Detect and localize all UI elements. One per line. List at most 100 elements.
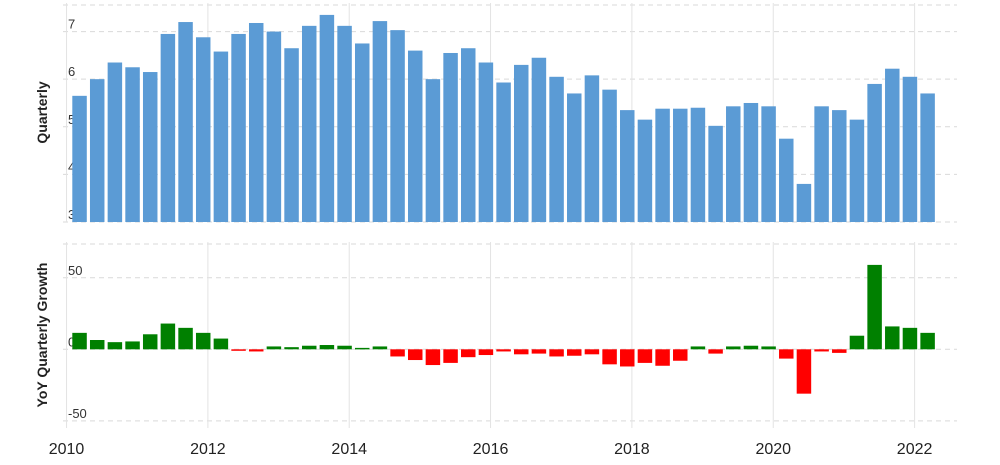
panel1-bar bbox=[849, 119, 865, 222]
panel1-bar bbox=[443, 52, 458, 222]
panel1-ytick-label: 3 bbox=[68, 207, 75, 222]
panel1-bar bbox=[690, 107, 706, 222]
panel1-bar bbox=[319, 14, 335, 222]
panel1-bar bbox=[761, 106, 776, 222]
panel1-bar bbox=[266, 31, 282, 223]
panel2-bar bbox=[726, 346, 741, 350]
panel1-bar bbox=[673, 108, 688, 222]
panel2-bar bbox=[531, 349, 547, 354]
x-tick-label: 2020 bbox=[755, 441, 791, 458]
panel2-bar bbox=[620, 349, 635, 367]
panel1-bar bbox=[920, 93, 935, 223]
panel1-bar bbox=[160, 33, 176, 223]
panel2-bar bbox=[407, 349, 423, 361]
panel2-bar bbox=[673, 349, 688, 361]
panel2-bar bbox=[584, 349, 600, 355]
panel1-bar bbox=[567, 93, 582, 223]
x-tick-label: 2022 bbox=[897, 441, 933, 458]
panel2-bar bbox=[743, 345, 759, 350]
panel1-bar bbox=[195, 37, 211, 222]
panel2-bar bbox=[478, 349, 494, 356]
panel2-bar bbox=[160, 323, 176, 350]
panel2-bar bbox=[72, 332, 87, 350]
panel1-bar bbox=[337, 25, 352, 223]
panel2-bar bbox=[425, 349, 441, 366]
panel1-bar bbox=[637, 119, 653, 222]
panel2-bar bbox=[514, 349, 529, 355]
panel1-bar bbox=[461, 48, 476, 223]
panel2-bar bbox=[231, 349, 246, 351]
panel1-bar bbox=[620, 110, 635, 222]
panel2-bar bbox=[690, 346, 706, 350]
panel2-bar bbox=[213, 338, 229, 350]
panel1-bar bbox=[89, 79, 105, 222]
panel2-bar bbox=[814, 349, 829, 352]
panel2-bar bbox=[602, 349, 617, 365]
panel1-ytick-label: 6 bbox=[68, 64, 75, 79]
panel1-bar bbox=[496, 82, 511, 222]
panel2-bar bbox=[885, 326, 900, 350]
panel2-bar bbox=[867, 264, 882, 350]
panel1-bar bbox=[584, 75, 600, 222]
panel2-bar bbox=[284, 347, 299, 350]
panel2-ytick-label: 0 bbox=[68, 334, 75, 349]
panel2-bar bbox=[266, 346, 282, 350]
x-tick-label: 2012 bbox=[190, 441, 226, 458]
panel1-bar bbox=[354, 43, 370, 222]
panel2-bar bbox=[496, 349, 511, 352]
panel1-bar bbox=[390, 30, 405, 222]
panel1-bar bbox=[531, 57, 547, 222]
panel1-bar bbox=[372, 21, 388, 222]
panel2-bar bbox=[567, 349, 582, 356]
panel2-bar bbox=[89, 340, 105, 350]
panel1-bar bbox=[514, 64, 529, 223]
panel1-bar bbox=[549, 76, 564, 222]
panel2-bar bbox=[354, 347, 370, 350]
panel1-bar bbox=[107, 62, 123, 223]
panel2-bar bbox=[920, 332, 935, 350]
panel1-ytick-label: 4 bbox=[68, 159, 75, 174]
panel1-ytick-label: 7 bbox=[68, 17, 75, 32]
panel1-bar bbox=[425, 79, 441, 222]
panel2-bar bbox=[779, 349, 794, 359]
panel2-bar bbox=[637, 349, 653, 363]
panel1-bar bbox=[796, 183, 812, 222]
panel1-bar bbox=[178, 22, 193, 223]
panel1-bar bbox=[655, 108, 670, 222]
panel1-bar bbox=[814, 106, 829, 222]
panel2-bar bbox=[902, 327, 918, 350]
panel2-bar bbox=[549, 349, 564, 357]
panel1-bar bbox=[213, 51, 229, 223]
panel2-bar bbox=[142, 334, 158, 350]
panel2-bar bbox=[655, 349, 670, 366]
panel1-bar bbox=[231, 33, 246, 223]
panel1-bar bbox=[407, 50, 423, 222]
panel2-bar bbox=[319, 345, 335, 350]
panel2-bar bbox=[849, 335, 865, 350]
panel2-bar bbox=[461, 349, 476, 358]
x-tick-label: 2010 bbox=[49, 441, 85, 458]
panel2-bar bbox=[195, 332, 211, 350]
panel2-bar bbox=[796, 349, 812, 394]
panel1-bar bbox=[284, 48, 299, 223]
panel1-bar bbox=[885, 68, 900, 222]
x-tick-label: 2016 bbox=[473, 441, 509, 458]
panel2-bar bbox=[125, 341, 140, 350]
panel1-bar bbox=[708, 125, 723, 222]
panel1-bar bbox=[301, 25, 317, 223]
panel1-bar bbox=[72, 95, 87, 222]
x-tick-label: 2018 bbox=[614, 441, 650, 458]
panel1-bar bbox=[779, 138, 794, 222]
panel1-axis-title: Quarterly bbox=[34, 81, 50, 143]
panel1-bar bbox=[478, 62, 494, 223]
panel2-bar bbox=[107, 342, 123, 350]
panel2-ytick-label: 50 bbox=[68, 263, 82, 278]
panel2-bar bbox=[708, 349, 723, 354]
panel1-bar bbox=[125, 67, 140, 223]
panel2-bar bbox=[301, 345, 317, 350]
panel1-bar bbox=[248, 22, 264, 222]
panel1-ytick-label: 5 bbox=[68, 112, 75, 127]
panel1-bar bbox=[726, 106, 741, 222]
